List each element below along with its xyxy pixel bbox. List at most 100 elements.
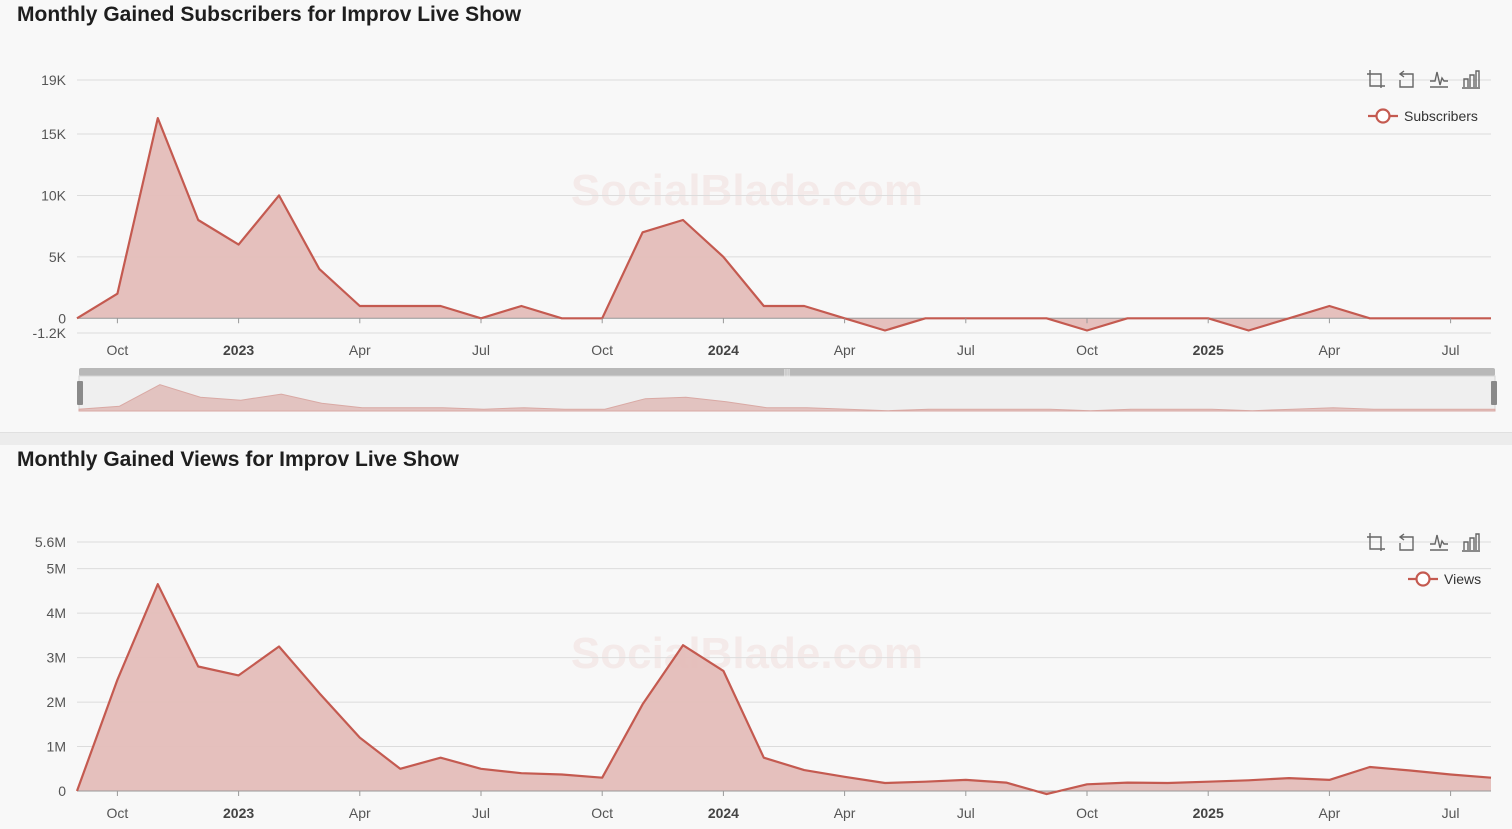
data-point[interactable] <box>276 644 282 650</box>
data-point[interactable] <box>1286 315 1292 321</box>
data-point[interactable] <box>195 664 201 670</box>
data-point[interactable] <box>1326 777 1332 783</box>
data-point[interactable] <box>1165 315 1171 321</box>
x-tick-label: Jul <box>1442 805 1460 821</box>
zoom-icon[interactable] <box>1366 69 1386 89</box>
data-point[interactable] <box>599 775 605 781</box>
data-point[interactable] <box>518 303 524 309</box>
data-point[interactable] <box>1367 764 1373 770</box>
zoom-reset-icon[interactable] <box>1397 532 1417 552</box>
x-tick-label: Apr <box>1319 805 1341 821</box>
data-point[interactable] <box>114 677 120 683</box>
data-point[interactable] <box>236 242 242 248</box>
data-point[interactable] <box>761 303 767 309</box>
data-point[interactable] <box>357 303 363 309</box>
data-point[interactable] <box>1367 315 1373 321</box>
slider-handle-left[interactable] <box>77 381 83 405</box>
slider-grip-icon[interactable]: ||| <box>784 368 790 377</box>
chart-toolbox <box>1366 532 1481 552</box>
data-point[interactable] <box>801 767 807 773</box>
data-point[interactable] <box>276 192 282 198</box>
data-point[interactable] <box>357 735 363 741</box>
x-tick-label: 2025 <box>1193 805 1224 821</box>
zoom-reset-icon[interactable] <box>1397 69 1417 89</box>
x-tick-label: 2025 <box>1193 342 1224 358</box>
data-point[interactable] <box>1124 780 1130 786</box>
data-point[interactable] <box>559 772 565 778</box>
legend-item[interactable]: Subscribers <box>1368 108 1478 124</box>
data-point[interactable] <box>842 774 848 780</box>
data-point[interactable] <box>1326 303 1332 309</box>
zoom-icon[interactable] <box>1366 532 1386 552</box>
x-tick-label: Jul <box>472 805 490 821</box>
data-point[interactable] <box>922 315 928 321</box>
x-tick-label: 2023 <box>223 342 254 358</box>
data-point[interactable] <box>963 777 969 783</box>
x-tick-label: Jul <box>957 805 975 821</box>
data-point[interactable] <box>1205 779 1211 785</box>
data-point[interactable] <box>316 266 322 272</box>
data-point[interactable] <box>1246 328 1252 334</box>
series-line <box>76 117 1491 332</box>
data-point[interactable] <box>1246 777 1252 783</box>
data-point[interactable] <box>720 254 726 260</box>
data-point[interactable] <box>397 766 403 772</box>
data-point[interactable] <box>1124 315 1130 321</box>
x-tick-label: 2023 <box>223 805 254 821</box>
data-point[interactable] <box>801 303 807 309</box>
data-point[interactable] <box>155 581 161 587</box>
x-tick-label: Oct <box>591 805 613 821</box>
data-point[interactable] <box>1286 775 1292 781</box>
data-point[interactable] <box>882 780 888 786</box>
legend-label: Views <box>1444 571 1481 587</box>
data-point[interactable] <box>478 766 484 772</box>
data-point[interactable] <box>1488 315 1494 321</box>
data-point[interactable] <box>882 328 888 334</box>
slider-track[interactable] <box>79 368 1495 376</box>
line-chart-icon[interactable] <box>1429 532 1449 552</box>
data-point[interactable] <box>640 229 646 235</box>
bar-chart-icon[interactable] <box>1461 532 1481 552</box>
data-point[interactable] <box>74 315 80 321</box>
legend-item[interactable]: Views <box>1408 571 1481 587</box>
data-point[interactable] <box>680 217 686 223</box>
data-point[interactable] <box>1003 315 1009 321</box>
line-chart-icon[interactable] <box>1429 69 1449 89</box>
data-point[interactable] <box>195 217 201 223</box>
y-tick-label: -1.2K <box>33 325 67 341</box>
data-point[interactable] <box>1044 315 1050 321</box>
data-point[interactable] <box>236 672 242 678</box>
data-point[interactable] <box>1448 772 1454 778</box>
data-point[interactable] <box>1407 315 1413 321</box>
watermark: SocialBlade.com <box>571 166 923 215</box>
data-point[interactable] <box>438 755 444 761</box>
x-tick-label: Jul <box>1442 342 1460 358</box>
data-point[interactable] <box>1488 775 1494 781</box>
views-chart: SocialBlade.com 5.6M 5M 4M 3M 2M 1M 0 Oct 2023 Apr… <box>35 532 1494 821</box>
data-point[interactable] <box>640 701 646 707</box>
data-point[interactable] <box>1044 791 1050 797</box>
data-point[interactable] <box>155 115 161 121</box>
data-point[interactable] <box>1407 768 1413 774</box>
slider-handle-right[interactable] <box>1491 381 1497 405</box>
data-point[interactable] <box>114 291 120 297</box>
data-point[interactable] <box>397 303 403 309</box>
data-point[interactable] <box>680 642 686 648</box>
data-point[interactable] <box>720 668 726 674</box>
data-point[interactable] <box>559 315 565 321</box>
data-point[interactable] <box>1084 781 1090 787</box>
data-point[interactable] <box>518 770 524 776</box>
data-point[interactable] <box>316 690 322 696</box>
legend-marker-icon <box>1415 571 1431 587</box>
data-point[interactable] <box>761 755 767 761</box>
data-point[interactable] <box>1165 780 1171 786</box>
data-zoom-slider[interactable]: ||| <box>77 368 1497 412</box>
data-point[interactable] <box>922 779 928 785</box>
data-point[interactable] <box>74 788 80 794</box>
data-point[interactable] <box>438 303 444 309</box>
data-point[interactable] <box>1003 780 1009 786</box>
y-tick-label: 19K <box>41 72 67 88</box>
bar-chart-icon[interactable] <box>1461 69 1481 89</box>
subscribers-chart: SocialBlade.com 19K 15K 10K 5K 0-1.2K Oct 2023 A… <box>33 69 1497 412</box>
data-point[interactable] <box>1084 328 1090 334</box>
